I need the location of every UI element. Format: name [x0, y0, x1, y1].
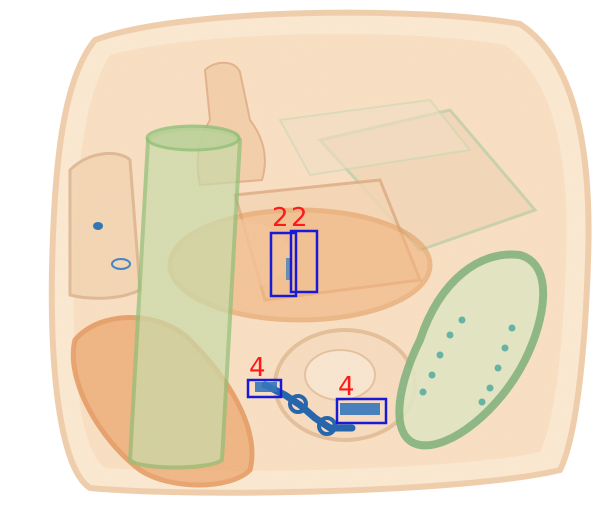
detection-label-3: 4 [249, 353, 266, 383]
detection-box-4 [335, 397, 388, 425]
detection-box-2 [289, 229, 319, 294]
detection-label-4: 4 [338, 372, 355, 402]
detection-box-3 [246, 378, 283, 399]
detection-box-1 [269, 231, 298, 298]
detection-label-1: 2 [272, 203, 289, 233]
detection-label-2: 2 [291, 203, 308, 233]
